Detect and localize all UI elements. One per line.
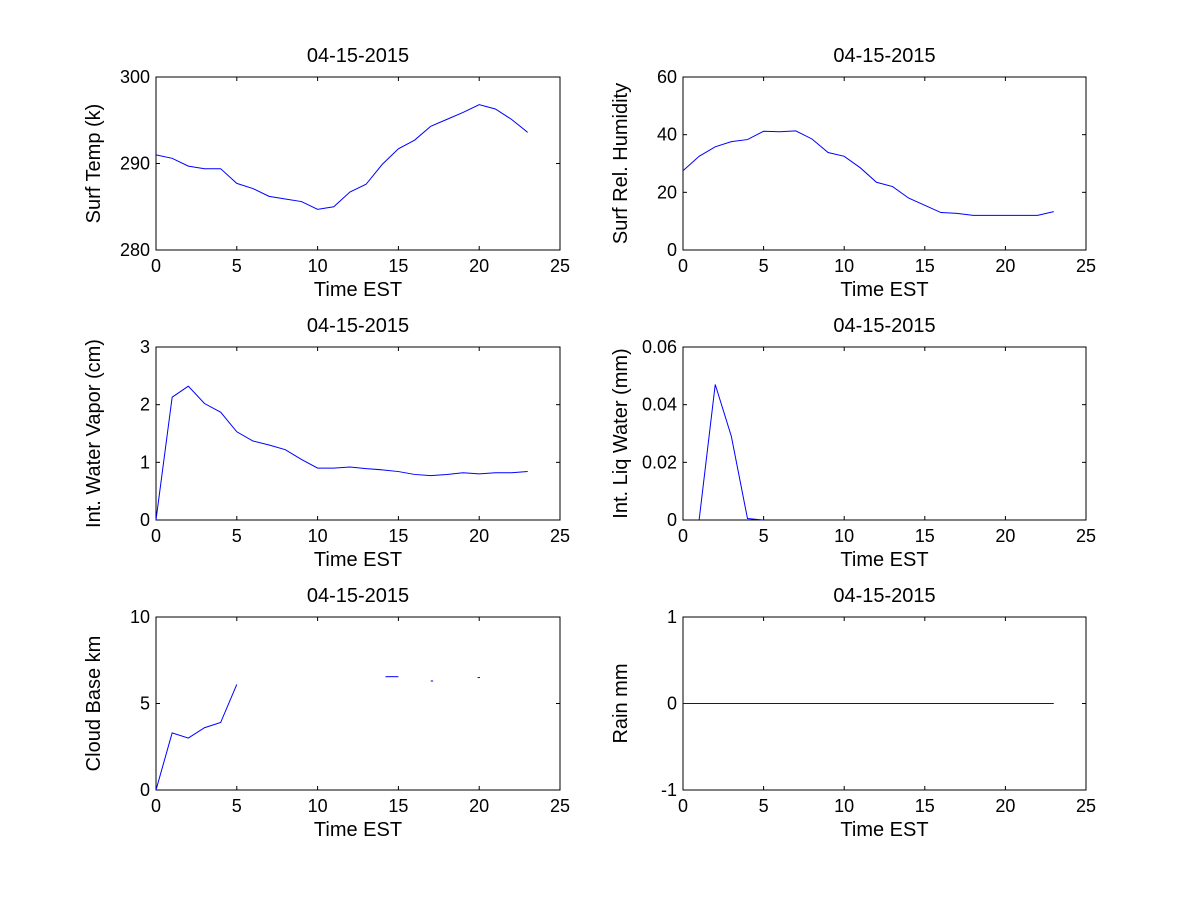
x-tick-label: 25 xyxy=(1076,256,1096,276)
series-line xyxy=(682,130,1054,216)
x-tick-label: 15 xyxy=(388,796,408,816)
y-tick-label: 0 xyxy=(140,510,150,530)
y-tick-label: 0 xyxy=(667,240,677,260)
chart-title: 04-15-2015 xyxy=(307,45,409,67)
series-line xyxy=(155,385,528,521)
x-tick-label: 5 xyxy=(232,796,242,816)
x-tick-label: 25 xyxy=(550,256,570,276)
series-line xyxy=(155,684,238,791)
x-tick-label: 0 xyxy=(678,796,688,816)
x-tick-label: 10 xyxy=(308,256,328,276)
y-tick-label: 10 xyxy=(130,607,150,627)
x-tick-label: 20 xyxy=(995,256,1015,276)
y-tick-label: 0 xyxy=(140,780,150,800)
y-tick-label: 60 xyxy=(657,67,677,87)
x-tick-label: 15 xyxy=(915,256,935,276)
y-tick-label: 300 xyxy=(120,67,150,87)
y-tick-label: 1 xyxy=(667,607,677,627)
x-tick-label: 25 xyxy=(1076,796,1096,816)
axes-box xyxy=(155,346,561,521)
y-tick-label: 40 xyxy=(657,125,677,145)
x-tick-label: 5 xyxy=(759,256,769,276)
y-axis-label: Rain mm xyxy=(610,663,632,743)
series-line xyxy=(698,384,764,521)
chart-title: 04-15-2015 xyxy=(833,45,935,67)
y-tick-label: 0.02 xyxy=(642,452,677,472)
subplot-1: 0 5 10 15 20 25 280 290 300 04-15-2015 Time EST Sur… xyxy=(83,45,570,301)
chart-title: 04-15-2015 xyxy=(307,585,409,607)
subplot-3: 0 5 10 15 20 25 0 1 2 3 04-15-2015 Time EST Int. Wat… xyxy=(83,315,570,571)
x-tick-label: 15 xyxy=(915,796,935,816)
x-tick-label: 10 xyxy=(834,526,854,546)
x-tick-label: 15 xyxy=(915,526,935,546)
subplot-4: 0 5 10 15 20 25 0 0.02 0.04 0.06 04-15-2015 Time ES… xyxy=(610,315,1096,571)
x-tick-label: 5 xyxy=(232,256,242,276)
x-axis-label: Time EST xyxy=(840,549,928,571)
y-tick-label: -1 xyxy=(661,780,677,800)
y-tick-label: 3 xyxy=(140,337,150,357)
y-tick-label: 2 xyxy=(140,395,150,415)
x-tick-label: 0 xyxy=(151,526,161,546)
x-tick-label: 10 xyxy=(834,256,854,276)
y-tick-label: 5 xyxy=(140,694,150,714)
x-tick-label: 5 xyxy=(759,796,769,816)
x-tick-label: 25 xyxy=(550,526,570,546)
x-tick-label: 25 xyxy=(550,796,570,816)
x-tick-label: 0 xyxy=(151,256,161,276)
x-tick-label: 20 xyxy=(995,796,1015,816)
y-axis-label: Surf Temp (k) xyxy=(83,104,105,224)
chart-title: 04-15-2015 xyxy=(833,585,935,607)
y-tick-label: 0 xyxy=(667,694,677,714)
subplot-2: 0 5 10 15 20 25 0 20 40 60 04-15-2015 Time EST Surf … xyxy=(610,45,1096,301)
x-tick-label: 0 xyxy=(678,526,688,546)
x-axis-label: Time EST xyxy=(840,279,928,301)
x-tick-label: 20 xyxy=(995,526,1015,546)
chart-title: 04-15-2015 xyxy=(307,315,409,337)
series-line xyxy=(155,104,528,210)
y-tick-label: 0 xyxy=(667,510,677,530)
x-axis-label: Time EST xyxy=(314,549,402,571)
y-axis-label: Cloud Base km xyxy=(83,636,105,772)
x-tick-label: 5 xyxy=(232,526,242,546)
x-tick-label: 0 xyxy=(151,796,161,816)
y-tick-label: 1 xyxy=(140,452,150,472)
y-tick-label: 0.04 xyxy=(642,395,677,415)
x-tick-label: 20 xyxy=(469,526,489,546)
x-tick-label: 10 xyxy=(834,796,854,816)
y-tick-label: 0.06 xyxy=(642,337,677,357)
x-tick-label: 20 xyxy=(469,796,489,816)
y-tick-label: 280 xyxy=(120,240,150,260)
x-axis-label: Time EST xyxy=(314,279,402,301)
subplot-5: 0 5 10 15 20 25 0 5 10 04-15-2015 Time EST Cloud Ba… xyxy=(83,585,570,841)
y-axis-label: Int. Water Vapor (cm) xyxy=(83,339,105,528)
x-tick-label: 20 xyxy=(469,256,489,276)
x-tick-label: 5 xyxy=(759,526,769,546)
x-axis-label: Time EST xyxy=(314,819,402,841)
x-tick-label: 0 xyxy=(678,256,688,276)
x-tick-label: 25 xyxy=(1076,526,1096,546)
axes-box xyxy=(682,76,1087,251)
chart-title: 04-15-2015 xyxy=(833,315,935,337)
y-tick-label: 20 xyxy=(657,182,677,202)
y-axis-label: Int. Liq Water (mm) xyxy=(610,348,632,518)
y-tick-label: 290 xyxy=(120,154,150,174)
x-tick-label: 10 xyxy=(308,796,328,816)
x-tick-label: 15 xyxy=(388,256,408,276)
axes-box xyxy=(682,346,1087,521)
y-axis-label: Surf Rel. Humidity xyxy=(610,83,632,244)
x-axis-label: Time EST xyxy=(840,819,928,841)
x-tick-label: 15 xyxy=(388,526,408,546)
x-tick-label: 10 xyxy=(308,526,328,546)
